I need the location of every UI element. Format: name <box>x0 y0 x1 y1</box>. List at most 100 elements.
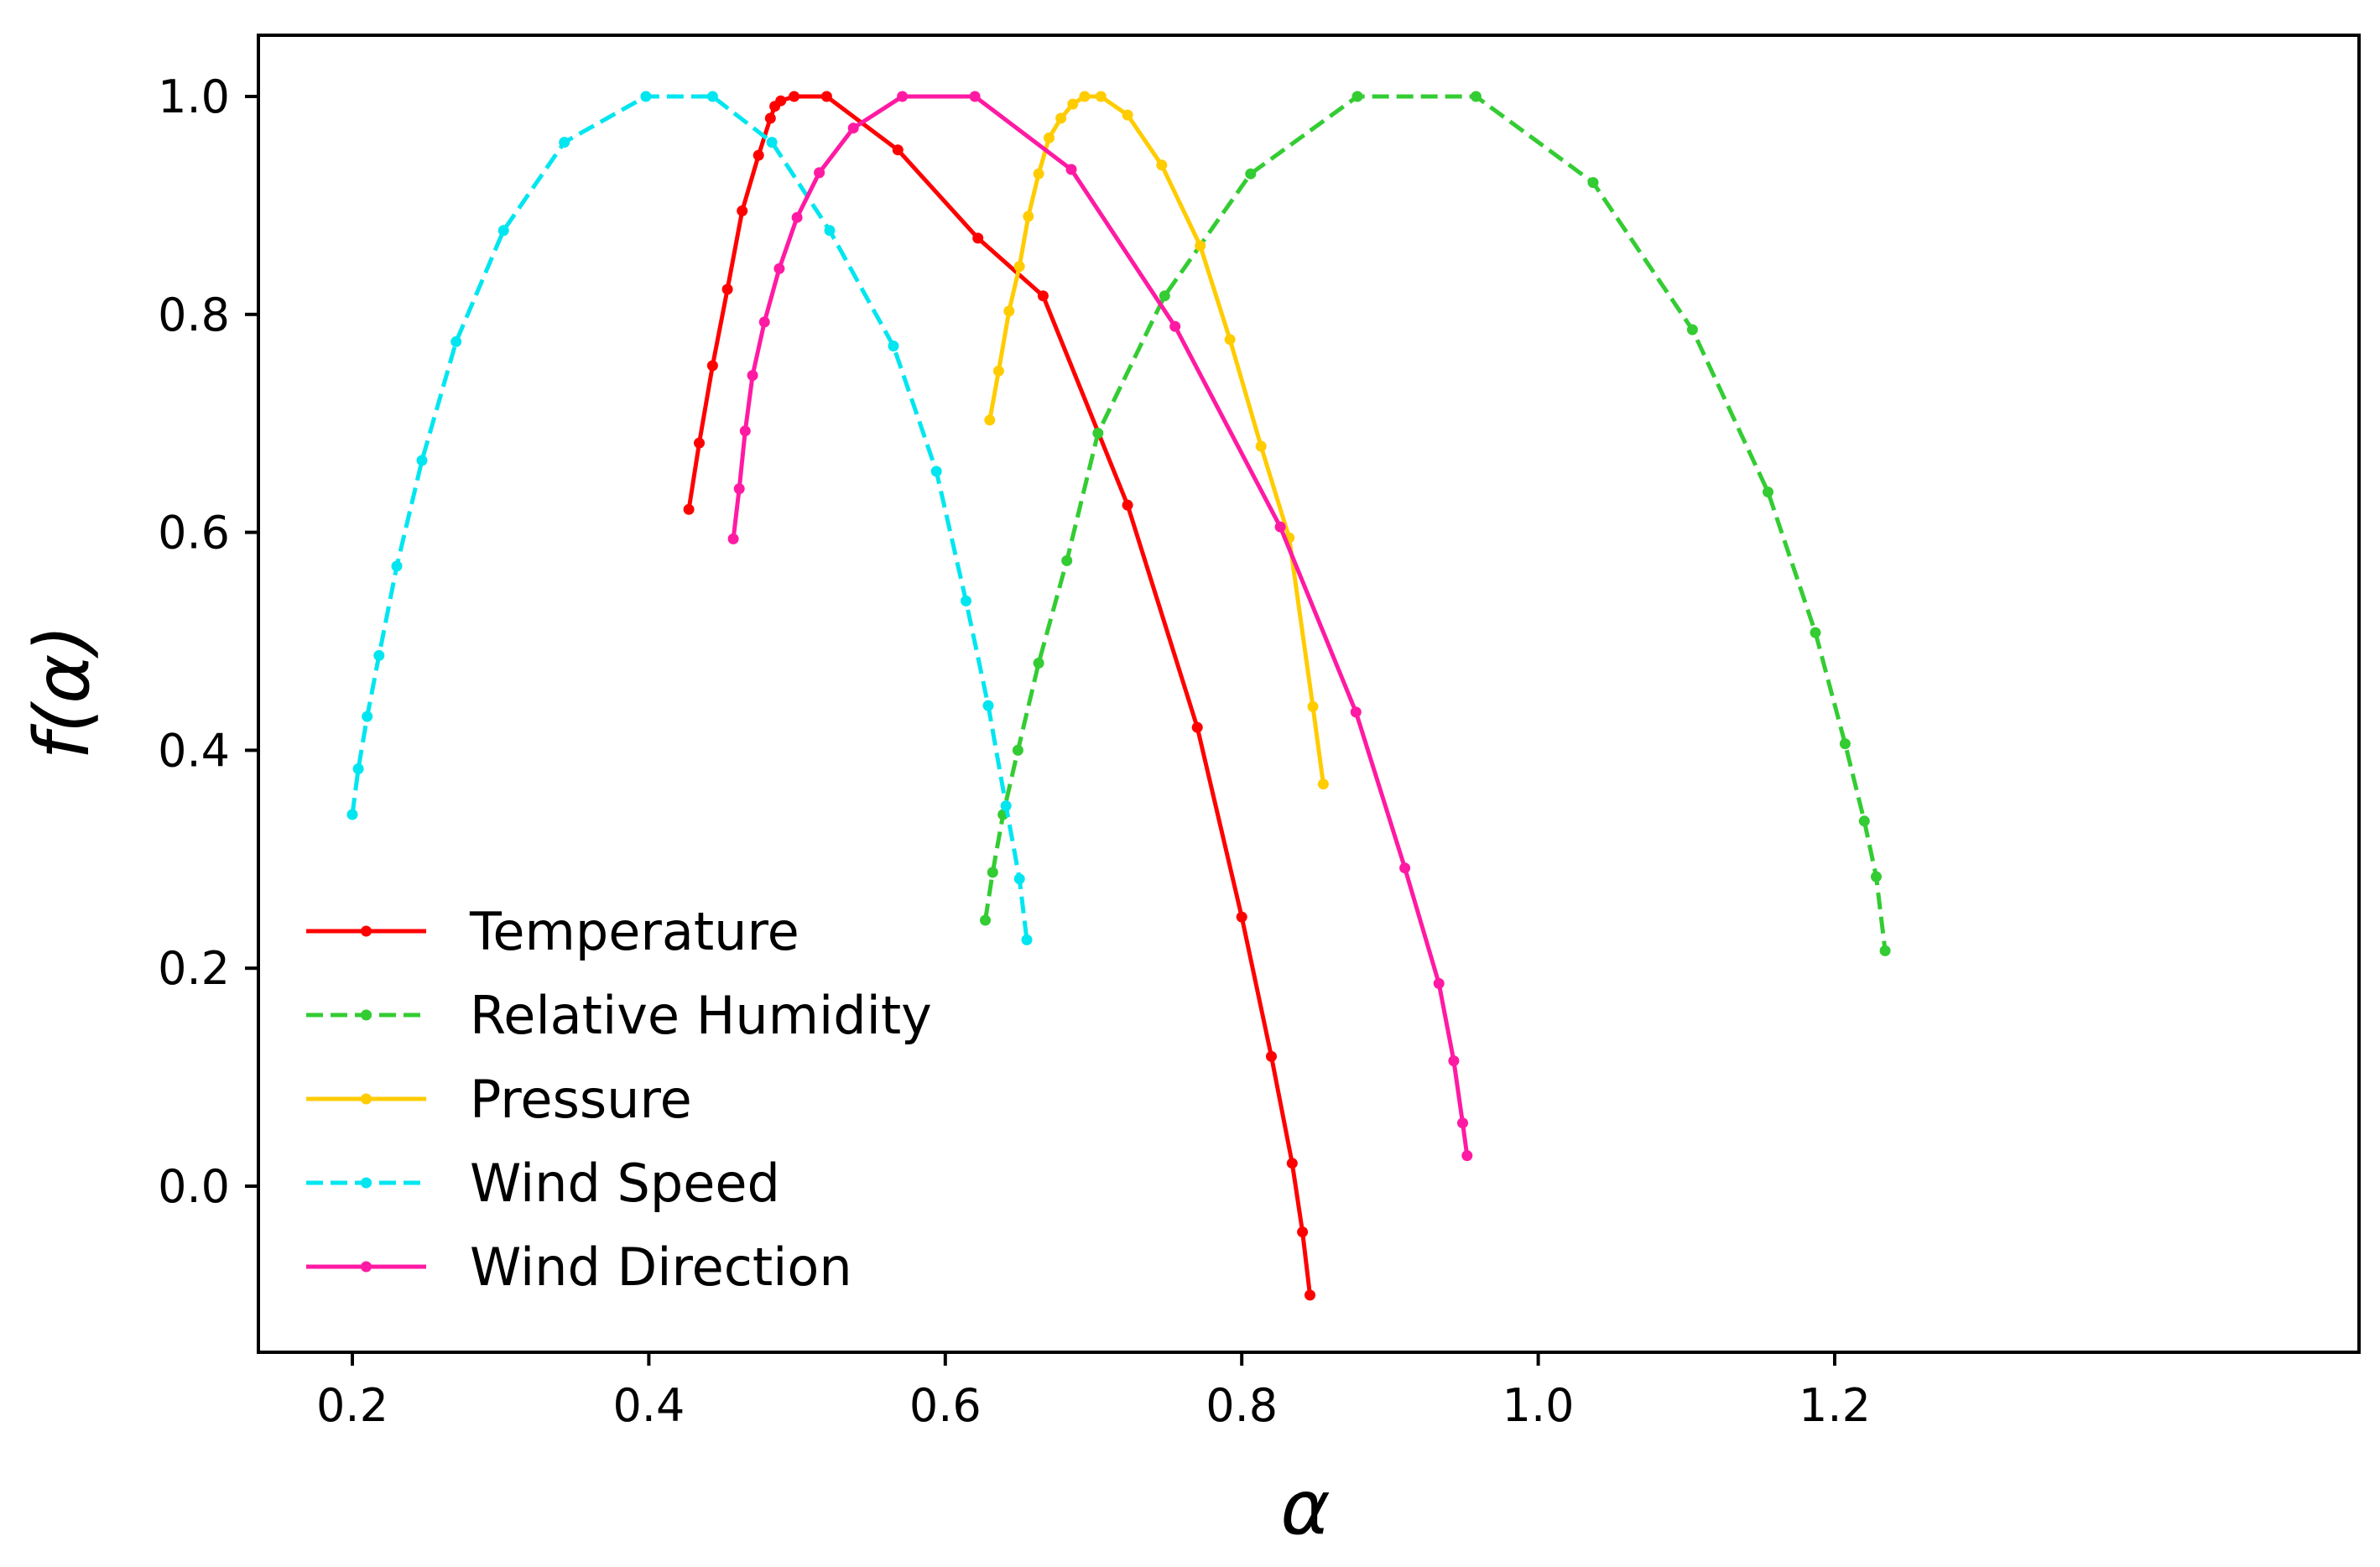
data-point-temperature <box>1286 1158 1298 1169</box>
legend-label-wind-direction: Wind Direction <box>470 1236 852 1298</box>
data-point-temperature <box>737 205 748 216</box>
legend-item-wind-direction: Wind Direction <box>306 1236 852 1298</box>
data-point-wind-direction <box>1461 1150 1473 1162</box>
data-point-temperature <box>1266 1050 1277 1062</box>
data-point-temperature <box>683 503 695 515</box>
data-point-temperature <box>892 144 904 156</box>
data-point-wind-speed <box>640 91 652 102</box>
data-point-temperature <box>820 91 832 102</box>
series-temperature <box>683 91 1315 1301</box>
data-point-pressure <box>984 414 996 426</box>
data-point-wind-speed <box>352 763 364 774</box>
data-point-relative-humidity <box>1858 815 1870 827</box>
x-tick-label: 0.6 <box>909 1379 982 1432</box>
data-point-wind-speed <box>559 137 570 148</box>
data-point-temperature <box>789 91 800 102</box>
data-point-relative-humidity <box>1470 91 1482 102</box>
data-point-pressure <box>1255 440 1267 452</box>
data-point-pressure <box>1195 240 1206 252</box>
data-point-temperature <box>694 437 705 449</box>
y-axis-title: f(α) <box>18 624 107 759</box>
legend-label-pressure: Pressure <box>470 1069 692 1130</box>
data-point-pressure <box>1023 211 1034 222</box>
data-point-wind-direction <box>773 263 785 274</box>
data-point-temperature <box>1236 911 1247 923</box>
data-point-wind-direction <box>1448 1055 1460 1067</box>
legend-marker-wind-speed <box>361 1177 372 1189</box>
data-point-relative-humidity <box>987 867 998 878</box>
series-relative-humidity <box>980 91 1891 956</box>
x-tick-label: 1.2 <box>1799 1379 1871 1432</box>
data-point-temperature <box>706 360 718 372</box>
data-point-wind-direction <box>1399 862 1411 874</box>
legend: Temperature Relative Humidity Pressure Wind… <box>306 901 932 1298</box>
data-point-pressure <box>1033 168 1044 180</box>
data-point-pressure <box>1013 261 1025 273</box>
data-point-wind-direction <box>969 91 981 102</box>
data-point-relative-humidity <box>1245 168 1257 180</box>
data-point-relative-humidity <box>1871 871 1882 882</box>
x-tick-label: 0.2 <box>316 1379 388 1432</box>
data-point-wind-direction <box>1433 977 1445 989</box>
legend-item-pressure: Pressure <box>306 1069 692 1130</box>
data-point-wind-speed <box>766 137 778 148</box>
data-point-wind-speed <box>346 809 358 820</box>
data-point-pressure <box>1156 159 1168 171</box>
y-tick-label: 0.8 <box>158 289 230 341</box>
series-wind-speed <box>346 91 1033 945</box>
legend-marker-temperature <box>361 925 372 937</box>
legend-label-temperature: Temperature <box>469 901 799 962</box>
legend-marker-relative-humidity <box>361 1009 372 1021</box>
data-point-relative-humidity <box>1033 658 1044 669</box>
data-point-temperature <box>1122 499 1133 511</box>
data-point-temperature <box>1297 1226 1309 1238</box>
data-point-wind-speed <box>450 336 462 347</box>
data-point-pressure <box>1224 334 1236 346</box>
data-point-wind-speed <box>373 649 385 661</box>
data-point-pressure <box>1044 132 1055 143</box>
data-point-temperature <box>721 284 733 295</box>
data-point-temperature <box>775 95 787 107</box>
legend-marker-pressure <box>361 1093 372 1105</box>
data-point-wind-speed <box>982 700 994 711</box>
data-point-wind-direction <box>1274 521 1286 533</box>
data-point-pressure <box>1095 91 1107 102</box>
data-point-wind-direction <box>791 211 803 223</box>
data-point-wind-speed <box>961 595 971 606</box>
data-point-pressure <box>1317 778 1329 790</box>
data-point-wind-speed <box>824 225 836 237</box>
data-point-temperature <box>753 149 764 161</box>
data-point-wind-direction <box>1350 706 1362 718</box>
legend-item-temperature: Temperature <box>306 901 799 962</box>
data-point-relative-humidity <box>1763 487 1773 497</box>
data-point-relative-humidity <box>1839 738 1851 750</box>
data-point-wind-direction <box>733 483 745 495</box>
series-line-wind-speed <box>350 94 1029 940</box>
data-point-wind-speed <box>362 711 373 722</box>
data-point-wind-direction <box>814 167 825 179</box>
data-point-wind-direction <box>847 122 859 134</box>
plot-frame <box>257 34 2361 1354</box>
data-point-wind-speed <box>888 341 899 351</box>
data-point-temperature <box>1305 1289 1315 1301</box>
axes-layer: 0.2 0.4 0.6 0.8 1.0 1.2 0.0 0.2 0.4 0.6 0.8 1.0 α f(α… <box>18 34 2361 1552</box>
data-point-wind-speed <box>416 455 428 466</box>
y-tick-label: 0.0 <box>158 1160 230 1213</box>
data-point-pressure <box>1307 700 1319 712</box>
data-point-wind-speed <box>706 91 718 102</box>
legend-marker-wind-direction <box>361 1261 372 1273</box>
series-pressure <box>984 91 1329 790</box>
y-tick-label: 1.0 <box>158 70 230 123</box>
x-axis-title: α <box>1280 1464 1330 1552</box>
data-point-relative-humidity <box>1686 324 1698 336</box>
data-point-wind-speed <box>1000 800 1012 812</box>
data-point-relative-humidity <box>1159 290 1170 302</box>
series-wind-direction <box>727 91 1473 1162</box>
data-point-wind-speed <box>497 225 509 237</box>
data-point-relative-humidity <box>1879 945 1891 956</box>
data-point-temperature <box>764 112 776 124</box>
data-point-wind-direction <box>739 425 751 437</box>
data-point-wind-direction <box>747 370 758 381</box>
series-layer <box>346 91 1891 1301</box>
